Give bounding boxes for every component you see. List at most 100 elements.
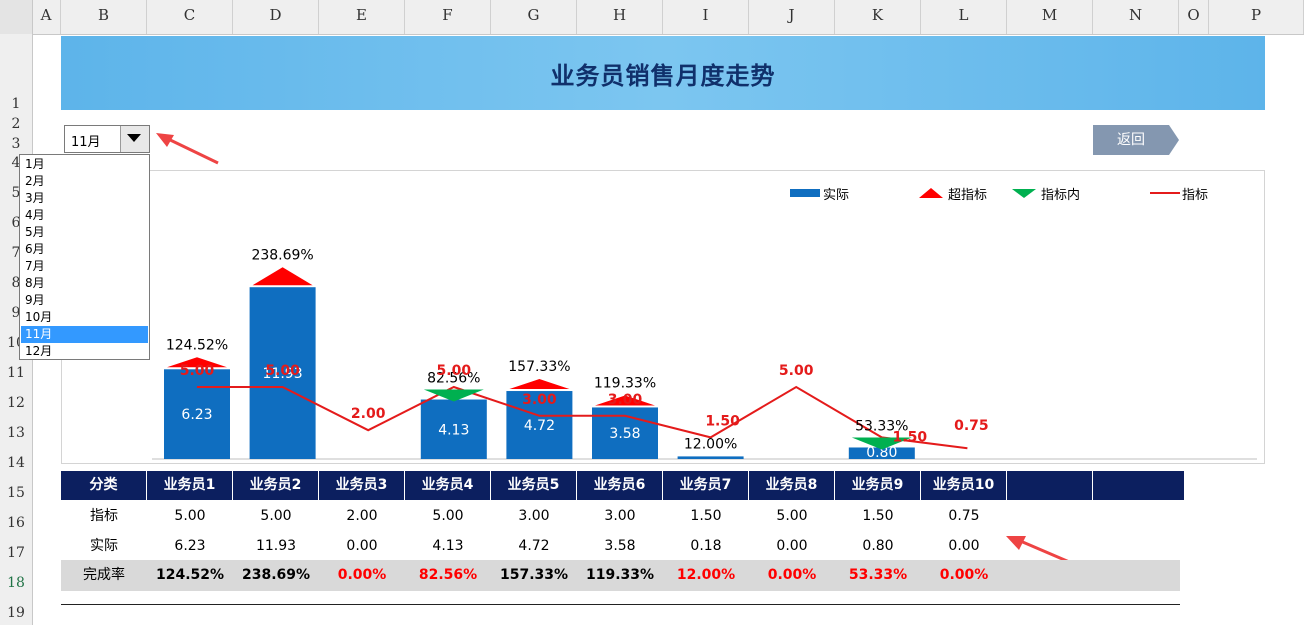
rate-label: 238.69% [251,247,313,263]
month-option[interactable]: 7月 [25,259,45,273]
column-header-O[interactable]: O [1179,0,1209,34]
table-cell: 1.50 [690,508,722,524]
table-cell: 2.00 [346,508,378,524]
table-cell: 0.00 [776,538,808,554]
row-label-target: 指标 [90,508,118,524]
column-header-K[interactable]: K [835,0,921,34]
table-cell-rate: 119.33% [585,567,655,583]
chart-canvas: 6.23 11.93 4.13 4.72 3.58 0.80 124.52% 238.69% 8… [152,187,1257,461]
month-option[interactable]: 9月 [25,293,45,307]
back-button-shape [1093,125,1179,155]
bar-value-label: 3.58 [609,426,640,442]
target-value-label: 3.00 [522,392,557,408]
legend-within-label: 指标内 [1041,187,1080,203]
title-banner: 业务员销售月度走势 [61,36,1265,110]
back-button[interactable]: 返回 [1093,125,1179,155]
rate-row-background [61,560,1180,591]
target-value-label: 5.00 [779,363,814,379]
table-header-cell: 业务员8 [749,471,835,500]
column-header-A[interactable]: A [32,0,61,34]
column-header-C[interactable]: C [147,0,233,34]
row-header-5[interactable]: 5 [11,185,21,201]
row-header-16[interactable]: 16 [7,515,25,531]
select-all-corner[interactable] [0,0,33,34]
target-value-label: 2.00 [351,406,386,422]
table-cell: 5.00 [776,508,808,524]
table-header-cell: 分类 [61,471,147,500]
row-header-18[interactable]: 18 [7,575,25,591]
table-header-cell: 业务员5 [491,471,577,500]
target-value-label: 1.50 [893,429,928,445]
row-header-6[interactable]: 6 [11,215,21,231]
table-cell: 0.00 [948,538,980,554]
column-header-M[interactable]: M [1007,0,1093,34]
legend-target-label: 指标 [1182,188,1208,203]
month-option[interactable]: 10月 [25,310,53,324]
table-cell: 5.00 [432,508,464,524]
table-cell-rate: 0.00% [939,567,989,583]
table-cell: 4.13 [432,538,464,554]
column-header-N[interactable]: N [1093,0,1179,34]
row-label-actual: 实际 [90,538,118,554]
column-header-H[interactable]: H [577,0,663,34]
table-header-cell: 业务员7 [663,471,749,500]
column-header-E[interactable]: E [319,0,405,34]
table-cell: 5.00 [174,508,206,524]
bottom-border [61,604,1180,605]
row-header-7[interactable]: 7 [11,245,21,261]
column-header-I[interactable]: I [663,0,749,34]
column-header-P[interactable]: P [1209,0,1304,34]
table-cell-rate: 238.69% [241,567,311,583]
row-header-9[interactable]: 9 [11,305,21,321]
row-header-3[interactable]: 3 [11,136,21,152]
column-header-F[interactable]: F [405,0,491,34]
table-cell-rate: 0.00% [767,567,817,583]
chevron-down-icon [127,134,141,142]
rate-label: 124.52% [166,337,228,353]
row-header-14[interactable]: 14 [7,455,25,471]
month-option[interactable]: 5月 [25,225,45,239]
row-header-4[interactable]: 4 [11,155,21,171]
table-cell: 4.72 [518,538,550,554]
column-header-G[interactable]: G [491,0,577,34]
month-options-list[interactable]: 1月 2月 3月 4月 5月 6月 7月 8月 9月 10月 11月 12月 [19,154,150,360]
month-option[interactable]: 11月 [21,326,148,343]
page-title: 业务员销售月度走势 [550,61,776,90]
row-header-13[interactable]: 13 [7,425,25,441]
column-header-L[interactable]: L [921,0,1007,34]
bar-actual [506,391,573,459]
bar-value-label: 4.13 [438,422,469,438]
rate-label: 119.33% [594,375,656,391]
row-header-19[interactable]: 19 [7,605,25,621]
row-header-11[interactable]: 11 [7,365,25,381]
row-header-1[interactable]: 1 [11,96,21,112]
table-cell-rate: 12.00% [676,567,736,583]
table-header-cell [1007,471,1093,500]
month-option[interactable]: 2月 [25,174,45,188]
row-header-12[interactable]: 12 [7,395,25,411]
month-option[interactable]: 6月 [25,242,45,256]
target-value-label: 3.00 [608,392,643,408]
month-option[interactable]: 1月 [25,157,45,171]
row-header-8[interactable]: 8 [11,275,21,291]
legend-over-label: 超指标 [948,188,987,203]
row-header-15[interactable]: 15 [7,485,25,501]
column-header-J[interactable]: J [749,0,835,34]
legend-over-swatch [919,188,943,198]
column-header-B[interactable]: B [61,0,147,34]
over-target-marker [509,379,570,390]
month-option[interactable]: 4月 [25,208,45,222]
within-target-marker [423,389,484,402]
row-header-2[interactable]: 2 [11,116,21,132]
month-option[interactable]: 3月 [25,191,45,205]
table-cell-rate: 53.33% [848,567,908,583]
table-cell-rate: 0.00% [337,567,387,583]
back-button-label: 返回 [1117,132,1145,148]
column-header-D[interactable]: D [233,0,319,34]
row-header-17[interactable]: 17 [7,545,25,561]
month-dropdown[interactable]: 11月 [64,125,150,153]
rate-label: 53.33% [855,418,908,434]
dropdown-toggle-button[interactable] [120,126,149,152]
month-option[interactable]: 12月 [25,344,53,358]
month-option[interactable]: 8月 [25,276,45,290]
